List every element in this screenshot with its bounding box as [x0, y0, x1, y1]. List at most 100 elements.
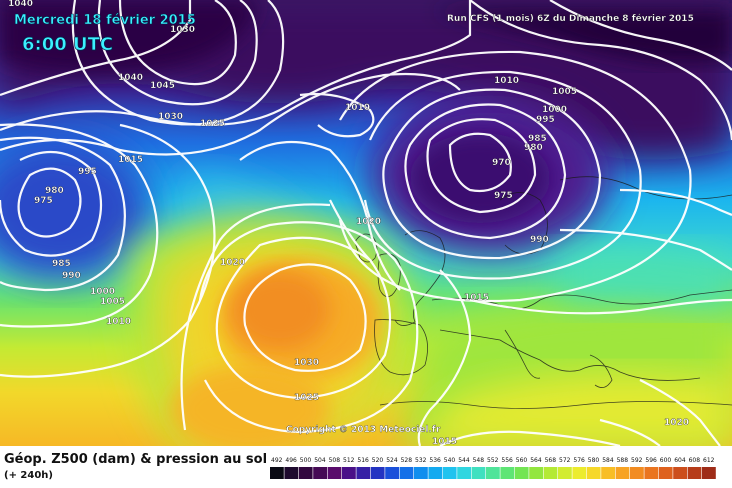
scale-label: 500	[300, 457, 312, 464]
isobar-label: 1020	[664, 418, 689, 428]
scale-swatch	[572, 467, 587, 479]
isobar-label: 1025	[294, 393, 319, 403]
isobar-label: 1045	[150, 81, 175, 91]
scale-swatch	[558, 467, 572, 479]
scale-label: 516	[357, 457, 369, 464]
legend-footer: Géop. Z500 (dam) & pression au sol (+ 24…	[0, 446, 732, 488]
scale-label: 524	[386, 457, 398, 464]
scale-swatch	[658, 467, 673, 479]
scale-swatches	[270, 467, 716, 479]
pressure-map: 1040 1030 1040 1045 1030 1025 1015 995 9…	[0, 0, 732, 446]
scale-label: 600	[660, 457, 672, 464]
scale-swatch	[644, 467, 659, 479]
scale-labels: 492 496 500 504 508 512 516 520 524 528 532 536 540 5…	[271, 457, 715, 464]
scale-label: 576	[573, 457, 585, 464]
scale-swatch	[673, 467, 687, 479]
scale-label: 596	[645, 457, 657, 464]
scale-swatch	[385, 467, 399, 479]
legend-title: Géop. Z500 (dam) & pression au sol	[4, 452, 268, 467]
scale-swatch	[298, 467, 313, 479]
isobar-labels: 1040 1030 1040 1045 1030 1025 1015 995 9…	[8, 0, 689, 446]
scale-label: 572	[559, 457, 571, 464]
scale-label: 508	[329, 457, 341, 464]
scale-swatch	[356, 467, 371, 479]
isobar-label: 1040	[118, 73, 143, 83]
scale-swatch	[457, 467, 471, 479]
scale-label: 536	[429, 457, 441, 464]
forecast-time: 6:00 UTC	[22, 34, 113, 55]
isobar-label: 1015	[464, 293, 489, 303]
scale-label: 520	[372, 457, 384, 464]
scale-label: 552	[487, 457, 499, 464]
isobar-label: 980	[45, 186, 64, 196]
scale-label: 548	[473, 457, 485, 464]
scale-swatch	[414, 467, 428, 479]
scale-label: 580	[588, 457, 600, 464]
scale-label: 544	[458, 457, 470, 464]
scale-swatch	[702, 467, 716, 479]
isobar-label: 985	[52, 259, 71, 269]
scale-swatch	[687, 467, 702, 479]
scale-swatch	[370, 467, 385, 479]
scale-swatch	[313, 467, 327, 479]
isobar-label: 985	[528, 134, 547, 144]
isobar-label: 995	[536, 115, 555, 125]
isobar-label: 1000	[90, 287, 115, 297]
scale-label: 564	[530, 457, 542, 464]
isobar-label: 975	[494, 191, 513, 201]
scale-swatch	[630, 467, 644, 479]
scale-label: 608	[689, 457, 701, 464]
scale-swatch	[399, 467, 414, 479]
scale-swatch	[270, 467, 284, 479]
run-info: Run CFS (1 mois) 6Z du Dimanche 8 févrie…	[447, 13, 694, 24]
scale-swatch	[284, 467, 299, 479]
scale-label: 512	[343, 457, 355, 464]
isobar-label: 1025	[200, 119, 225, 129]
isobars	[0, 0, 732, 446]
scale-label: 492	[271, 457, 283, 464]
isobar-label: 1010	[106, 317, 131, 327]
scale-swatch	[428, 467, 443, 479]
isobar-label: 1005	[552, 87, 577, 97]
scale-label: 528	[401, 457, 413, 464]
scale-label: 496	[285, 457, 297, 464]
scale-label: 584	[602, 457, 614, 464]
scale-swatch	[442, 467, 457, 479]
scale-label: 504	[314, 457, 326, 464]
scale-swatch	[543, 467, 558, 479]
isobar-label: 1015	[432, 437, 457, 446]
scale-label: 556	[501, 457, 513, 464]
isobar-label: 1015	[118, 155, 143, 165]
isobar-label: 1040	[8, 0, 33, 9]
scale-swatch	[327, 467, 342, 479]
isobar-label: 1020	[356, 217, 381, 227]
scale-label: 568	[545, 457, 557, 464]
color-scale: 492 496 500 504 508 512 516 520 524 528 532 536 540 5…	[270, 457, 716, 479]
isobar-label: 980	[524, 143, 543, 153]
scale-label: 540	[444, 457, 456, 464]
isobar-label: 975	[34, 196, 53, 206]
isobar-label: 1010	[494, 76, 519, 86]
scale-swatch	[486, 467, 500, 479]
copyright: Copyright © 2013 Meteociel.fr	[286, 425, 441, 435]
lead-time: (+ 240h)	[4, 470, 53, 481]
scale-swatch	[500, 467, 515, 479]
scale-label: 532	[415, 457, 427, 464]
map-header: Mercredi 18 février 2015 6:00 UTC Run CF…	[14, 13, 694, 435]
scale-label: 592	[631, 457, 643, 464]
isobar-label: 995	[78, 167, 97, 177]
isobar-label: 1030	[294, 358, 319, 368]
isobar-label: 990	[62, 271, 81, 281]
scale-swatch	[514, 467, 529, 479]
isobar-label: 1005	[100, 297, 125, 307]
scale-swatch	[586, 467, 601, 479]
isobar-label: 1000	[542, 105, 567, 115]
isobar-label: 1030	[158, 112, 183, 122]
scale-swatch	[529, 467, 543, 479]
scale-swatch	[342, 467, 356, 479]
isobar-label: 990	[530, 235, 549, 245]
scale-swatch	[601, 467, 615, 479]
isobar-label: 970	[492, 158, 511, 168]
scale-label: 560	[516, 457, 528, 464]
scale-swatch	[615, 467, 630, 479]
